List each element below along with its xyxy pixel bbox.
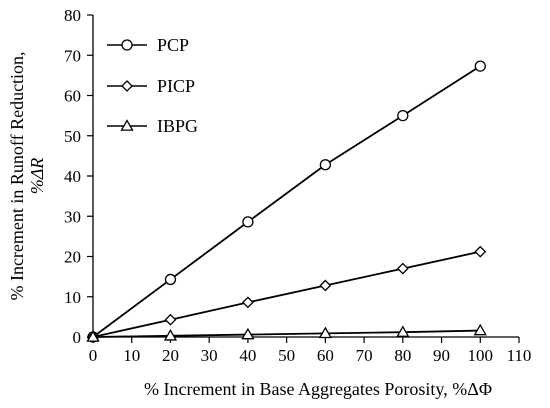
legend-item-picp: PICP [107, 76, 195, 96]
x-tick-label: 10 [123, 346, 140, 365]
y-tick-label: 10 [64, 288, 81, 307]
legend: PCP PICP IBPG [107, 35, 198, 136]
legend-label-pcp: PCP [157, 35, 189, 55]
x-tick-label: 100 [468, 346, 494, 365]
data-point-ibpg [318, 326, 332, 339]
series-picp [87, 245, 487, 343]
x-tick-label: 70 [356, 346, 373, 365]
y-axis-title-line1: % Increment in Runoff Reduction, [7, 51, 27, 300]
series-line-picp [92, 250, 481, 338]
legend-marker-pcp [121, 39, 133, 51]
x-tick-label: 30 [201, 346, 218, 365]
y-axis-title: % Increment in Runoff Reduction, %ΔR [7, 51, 47, 300]
x-tick-label: 80 [394, 346, 411, 365]
x-tick-label: 0 [89, 346, 98, 365]
legend-item-ibpg: IBPG [107, 116, 198, 136]
data-point-ibpg [163, 328, 178, 341]
series-line-ibpg [92, 329, 481, 338]
x-tick-label: 20 [162, 346, 179, 365]
legend-marker-ibpg [120, 119, 134, 131]
legend-marker-picp [121, 80, 133, 92]
data-point-pcp [397, 109, 409, 122]
y-tick-label: 50 [64, 127, 81, 146]
series-pcp [87, 60, 486, 343]
data-point-picp [474, 245, 487, 258]
series-ibpg [86, 323, 487, 342]
x-tick-label: 60 [317, 346, 334, 365]
x-axis-title: % Increment in Base Aggregates Porosity,… [144, 379, 492, 399]
data-point-picp [164, 313, 177, 326]
x-tick-label: 50 [278, 346, 295, 365]
y-axis-title-line2: %ΔR [27, 158, 47, 195]
legend-item-pcp: PCP [107, 35, 189, 55]
series-layer [86, 60, 487, 343]
data-point-pcp [164, 273, 177, 286]
y-tick-label: 80 [64, 6, 81, 25]
data-point-picp [241, 296, 254, 309]
data-point-pcp [242, 216, 254, 228]
legend-label-ibpg: IBPG [157, 116, 198, 136]
y-tick-label: 0 [73, 328, 82, 347]
axes: 0 10 20 30 40 50 60 70 80 90 100 110 0 10 20 30 40 50 60 70… [64, 6, 531, 365]
data-point-pcp [319, 159, 332, 171]
legend-label-picp: PICP [157, 76, 195, 96]
y-tick-label: 30 [64, 207, 81, 226]
data-point-ibpg [396, 325, 410, 337]
x-tick-label: 40 [239, 346, 256, 365]
data-point-picp [396, 262, 409, 275]
data-point-pcp [474, 60, 486, 72]
y-tick-label: 20 [64, 248, 81, 267]
y-tick-label: 60 [64, 87, 81, 106]
x-tick-label: 90 [433, 346, 450, 365]
data-point-picp [319, 279, 332, 292]
y-tick-label: 40 [64, 167, 81, 186]
y-tick-label: 70 [64, 46, 81, 65]
data-point-ibpg [473, 323, 487, 336]
x-tick-label: 110 [507, 346, 532, 365]
data-point-ibpg [241, 327, 255, 340]
series-line-pcp [92, 65, 481, 338]
data-point-ibpg [86, 330, 100, 342]
